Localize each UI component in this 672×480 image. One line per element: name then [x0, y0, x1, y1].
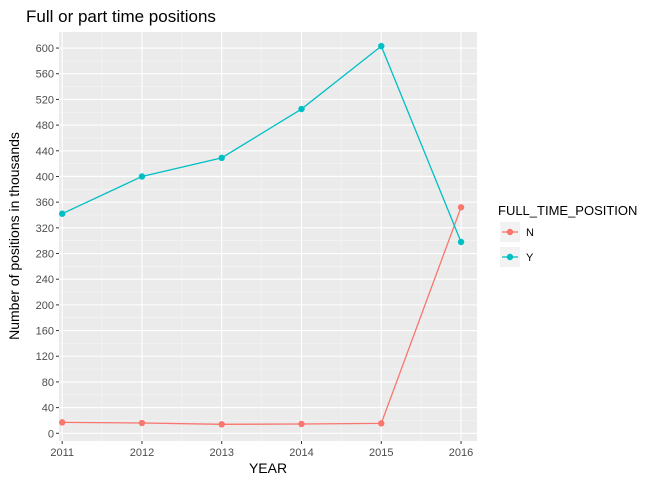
- data-point-Y-2016: [457, 238, 465, 246]
- y-tick-label: 480: [36, 120, 54, 132]
- x-tick-label: 2015: [369, 447, 393, 459]
- y-axis-title: Number of positions in thousands: [6, 132, 22, 340]
- y-tick-label: 320: [36, 223, 54, 235]
- series-N: [58, 204, 465, 428]
- data-point-N-2012: [138, 419, 146, 427]
- legend-item-N: N: [500, 222, 534, 242]
- x-tick-label: 2014: [289, 447, 313, 459]
- y-tick-label: 120: [36, 351, 54, 363]
- x-axis: 2011 2012 2013 2014 2015 2016: [50, 441, 473, 459]
- y-tick-label: 160: [36, 326, 54, 338]
- series-line-Y: [61, 45, 462, 243]
- y-tick-label: 560: [36, 69, 54, 81]
- legend-key-point: [506, 253, 514, 261]
- series-Y: [58, 42, 465, 246]
- data-point-Y-2014: [298, 105, 305, 113]
- legend-label: Y: [526, 252, 534, 264]
- x-tick-label: 2011: [50, 447, 74, 459]
- data-point-N-2015: [378, 420, 385, 427]
- y-tick-label: 80: [42, 377, 54, 389]
- x-tick-label: 2016: [449, 447, 473, 459]
- y-axis: 0 40 80 120 160 200 240 280 320 360 400 440 480 520 56…: [36, 43, 59, 440]
- major-gridlines: [59, 32, 477, 441]
- data-point-N-2016: [457, 204, 465, 211]
- y-tick-label: 40: [42, 403, 54, 415]
- y-tick-label: 0: [48, 428, 54, 440]
- y-tick-label: 520: [36, 94, 54, 106]
- series-layer: [58, 42, 465, 428]
- data-point-Y-2013: [218, 154, 225, 162]
- y-tick-label: 240: [36, 274, 54, 286]
- legend: FULL_TIME_POSITION N Y: [498, 203, 637, 267]
- x-tick-label: 2012: [130, 447, 154, 459]
- chart-title: Full or part time positions: [26, 7, 216, 26]
- y-tick-label: 400: [36, 171, 54, 183]
- legend-title: FULL_TIME_POSITION: [498, 203, 637, 218]
- data-point-Y-2012: [138, 173, 146, 180]
- minor-gridlines: [59, 32, 477, 441]
- data-point-Y-2011: [58, 210, 66, 217]
- legend-label: N: [526, 227, 534, 239]
- plot-panel: [59, 32, 477, 441]
- y-tick-label: 360: [36, 197, 54, 209]
- x-axis-title: YEAR: [249, 460, 287, 476]
- legend-key-point: [506, 228, 514, 236]
- y-tick-label: 200: [36, 300, 54, 312]
- y-tick-label: 600: [36, 43, 54, 55]
- x-tick-label: 2013: [209, 447, 233, 459]
- series-line-N: [62, 207, 462, 425]
- y-tick-label: 280: [36, 249, 54, 261]
- data-point-N-2014: [298, 420, 305, 428]
- data-point-N-2011: [58, 419, 66, 426]
- legend-item-Y: Y: [500, 247, 534, 267]
- data-point-Y-2015: [378, 42, 385, 50]
- data-point-N-2013: [218, 421, 225, 428]
- y-tick-label: 440: [36, 146, 54, 158]
